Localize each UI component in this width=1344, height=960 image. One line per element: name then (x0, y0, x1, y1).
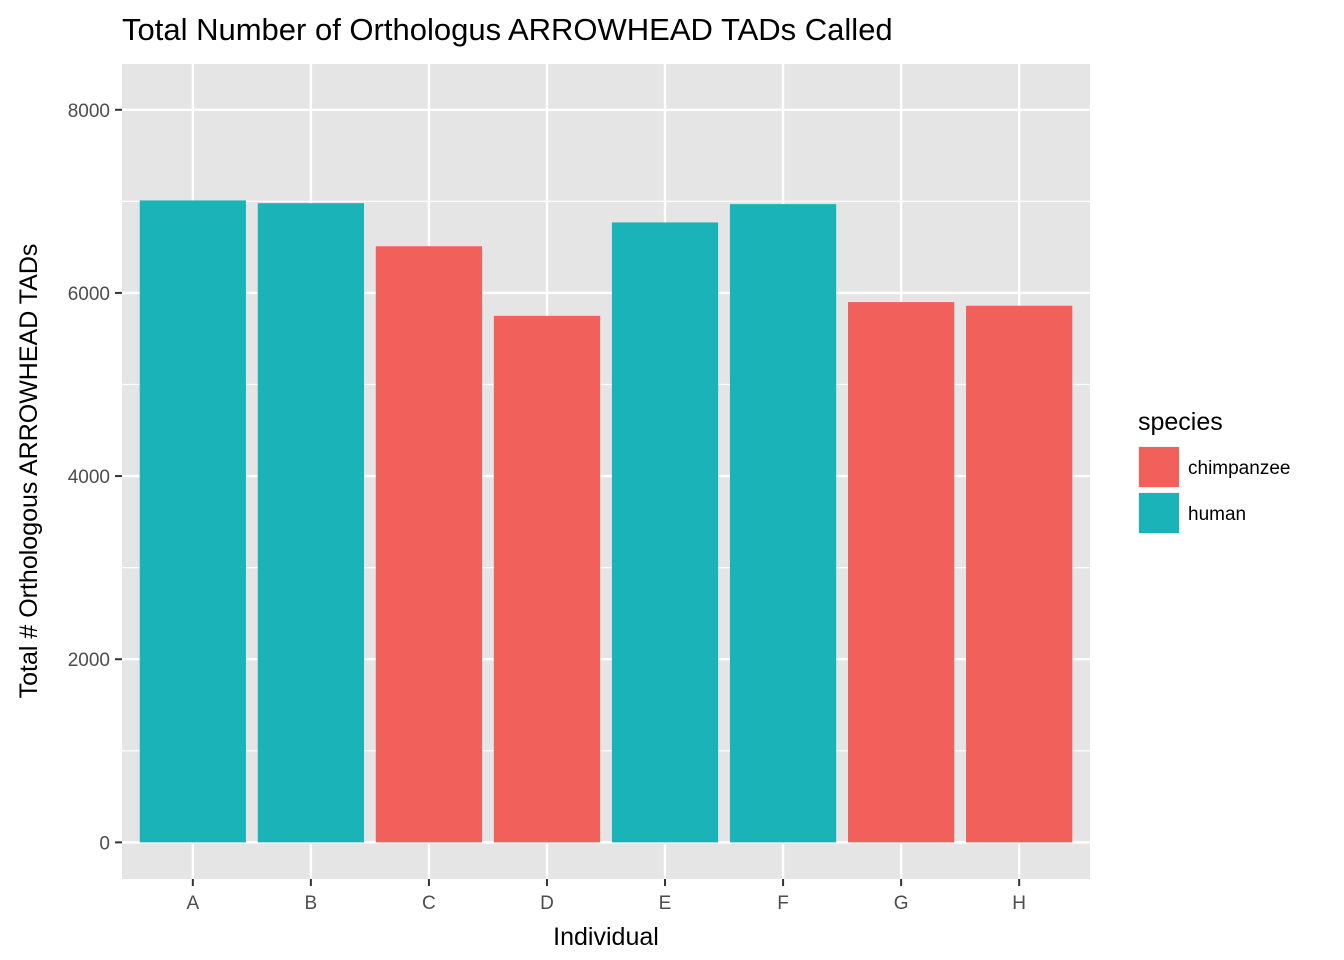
y-tick-label: 2000 (68, 650, 110, 671)
bar-g (848, 302, 955, 843)
y-axis-title: Total # Orthologous ARROWHEAD TADs (15, 244, 43, 699)
x-tick-label: E (659, 893, 672, 914)
y-tick-label: 4000 (68, 467, 110, 488)
x-tick-label: D (540, 893, 554, 914)
bars (139, 200, 1073, 843)
x-axis-title: Individual (553, 923, 659, 951)
x-tick-label: B (305, 893, 318, 914)
x-tick-label: G (894, 893, 909, 914)
bar-h (966, 305, 1073, 843)
legend-swatch-chimpanzee (1139, 447, 1179, 487)
legend-label-human: human (1188, 504, 1246, 525)
bar-e (611, 222, 719, 843)
bar-c (375, 246, 483, 843)
legend-title: species (1138, 408, 1223, 436)
legend: species chimpanzee human (1138, 408, 1290, 534)
x-tick-label: F (777, 893, 789, 914)
x-tick-label: A (186, 893, 199, 914)
y-tick-label: 6000 (68, 284, 110, 305)
legend-swatch-human (1139, 493, 1179, 533)
bar-b (257, 203, 364, 843)
x-tick-label: H (1012, 893, 1026, 914)
bar-d (493, 315, 601, 843)
x-axis: A B C D E F G H (186, 879, 1026, 914)
y-tick-label: 0 (99, 833, 110, 854)
y-tick-label: 8000 (68, 101, 110, 122)
x-tick-label: C (422, 893, 436, 914)
y-axis: 0 2000 4000 6000 8000 (68, 101, 122, 854)
legend-label-chimpanzee: chimpanzee (1188, 458, 1290, 479)
bar-a (139, 200, 246, 843)
bar-f (729, 204, 837, 843)
chart-title: Total Number of Orthologus ARROWHEAD TAD… (122, 12, 893, 47)
